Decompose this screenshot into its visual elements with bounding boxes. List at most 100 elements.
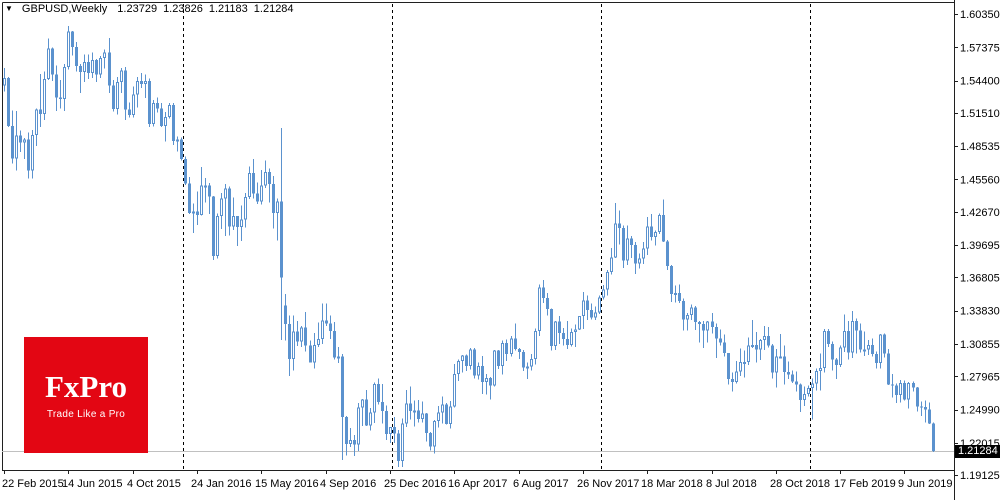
candle-body-bull [389, 426, 392, 434]
candle-body-bear [309, 345, 312, 363]
candle-body-bear [27, 139, 30, 171]
time-axis-label: 6 Aug 2017 [513, 478, 569, 490]
candle-body-bull [449, 406, 452, 424]
time-axis-label: 26 Nov 2017 [577, 478, 639, 490]
candle-body-bull [192, 211, 195, 214]
candle-body-bear [188, 183, 191, 214]
candle-body-bear [341, 356, 344, 417]
candle-body-bull [763, 336, 766, 340]
candle-body-bull [646, 226, 649, 249]
candle-body-bear [95, 60, 98, 75]
candle-body-bear [212, 196, 215, 256]
candle-body-bull [136, 81, 139, 95]
candle-body-bear [791, 374, 794, 382]
candle-body-bear [883, 334, 886, 354]
candle-body-bear [719, 338, 722, 343]
candle-body-bear [184, 158, 187, 184]
candle-body-bull [292, 331, 295, 359]
candle-body-bear [39, 109, 42, 114]
candle-body-bear [87, 61, 90, 74]
candle-body-bull [642, 248, 645, 259]
candle-body-bull [373, 384, 376, 413]
candle-body-bear [727, 352, 730, 380]
candle-body-bear [916, 387, 919, 407]
candle-body-bear [19, 135, 22, 143]
price-axis-label: 1.30855 [960, 339, 1000, 351]
candle-body-bull [433, 420, 436, 447]
candle-body-bull [626, 238, 629, 261]
time-axis-label: 16 Apr 2017 [448, 478, 507, 490]
candle-body-bear [497, 350, 500, 367]
candle-body-bear [795, 381, 798, 385]
candle-body-bear [353, 439, 356, 445]
price-axis-label: 1.27965 [960, 371, 1000, 383]
candle-body-bear [228, 188, 231, 227]
time-axis-label: 14 Jun 2015 [62, 478, 123, 490]
candle-body-bull [176, 139, 179, 142]
candle-body-bear [887, 353, 890, 385]
candle-body-bear [522, 352, 525, 368]
candle-body-bear [711, 321, 714, 328]
candle-body-bear [666, 241, 669, 267]
candle-body-bull [686, 314, 689, 320]
candle-body-bull [493, 350, 496, 386]
chart-title: ▼ GBPUSD,Weekly 1.23729 1.23826 1.21183 … [5, 3, 294, 15]
candle-body-bear [903, 383, 906, 400]
current-price-badge: 1.21284 [955, 445, 1000, 458]
candle-body-bear [895, 385, 898, 395]
chart-symbol-timeframe: GBPUSD,Weekly [21, 3, 108, 15]
candle-body-bull [168, 105, 171, 118]
candle-body-bull [204, 185, 207, 188]
candle-body-bull [739, 361, 742, 372]
candle-body-bull [405, 403, 408, 424]
candle-body-bear [385, 410, 388, 434]
candle-body-bull [501, 342, 504, 367]
candle-body-bull [144, 80, 147, 84]
candle-body-bear [280, 201, 283, 278]
candle-body-bull [3, 77, 6, 86]
candle-body-bull [899, 383, 902, 395]
candle-body-bear [288, 323, 291, 359]
candle-body-bear [417, 410, 420, 420]
candle-body-bear [284, 305, 287, 324]
candle-body-bear [296, 331, 299, 342]
price-axis-label: 1.48535 [960, 141, 1000, 153]
candle-body-bear [112, 85, 115, 110]
candle-body-bull [83, 61, 86, 72]
candle-body-bear [698, 322, 701, 324]
candle-body-bear [365, 399, 368, 426]
candle-body-bear [325, 320, 328, 324]
candle-body-bull [570, 332, 573, 345]
candle-body-bull [99, 58, 102, 75]
price-axis-label: 1.24990 [960, 405, 1000, 417]
candle-body-bull [469, 349, 472, 366]
candle-body-bear [333, 330, 336, 358]
candle-body-bear [891, 384, 894, 386]
candle-body-bear [558, 321, 561, 333]
candle-body-bear [783, 356, 786, 372]
time-axis-label: 24 Jan 2016 [191, 478, 252, 490]
candle-body-bull [224, 188, 227, 199]
candle-body-bear [514, 338, 517, 350]
candle-body-bull [232, 216, 235, 227]
candle-body-bull [31, 134, 34, 171]
candle-body-bull [421, 413, 424, 420]
time-axis-label: 4 Sep 2016 [320, 478, 376, 490]
price-axis-label: 1.57375 [960, 42, 1000, 54]
candle-body-bear [425, 413, 428, 433]
candle-body-bull [530, 359, 533, 367]
candle-body-bear [481, 366, 484, 383]
candle-body-bear [630, 238, 633, 245]
price-axis-label: 1.54400 [960, 76, 1000, 88]
candle-body-bear [180, 139, 183, 159]
candle-body-bear [329, 323, 332, 331]
candle-body-bull [248, 173, 251, 197]
candle-body-bull [743, 361, 746, 364]
candle-body-bear [731, 379, 734, 383]
candle-body-bear [662, 214, 665, 242]
price-axis-label: 1.60350 [960, 9, 1000, 21]
candle-body-bear [196, 211, 199, 215]
candle-body-bull [823, 331, 826, 369]
candle-body-bull [485, 378, 488, 383]
